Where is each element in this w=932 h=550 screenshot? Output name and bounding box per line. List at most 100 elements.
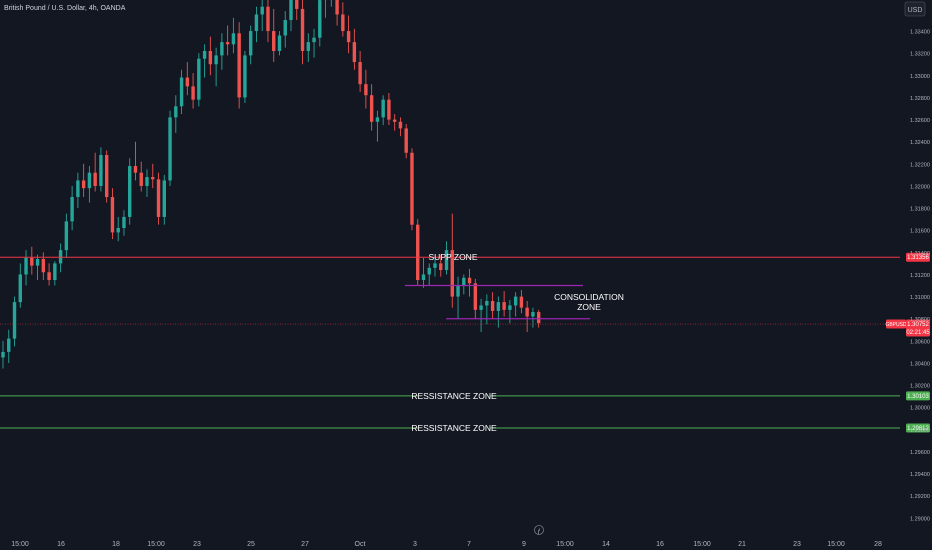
price-tick-label: 1.32600 — [910, 118, 930, 124]
candle — [502, 291, 506, 317]
time-tick-label: 21 — [738, 541, 746, 548]
candle-body — [525, 307, 529, 317]
candle-body — [81, 180, 86, 189]
candle-body — [35, 258, 40, 266]
time-tick-label: 15:00 — [693, 541, 711, 548]
candle — [421, 257, 426, 288]
candle — [427, 263, 431, 286]
consolidation-label-zone: ZONE — [577, 302, 601, 312]
candle — [139, 161, 143, 192]
candle — [490, 292, 495, 319]
candle-body — [375, 117, 380, 122]
candle — [168, 110, 172, 186]
candle — [387, 93, 391, 126]
candle-body — [12, 302, 17, 339]
candle — [519, 289, 524, 314]
candle-body — [536, 312, 541, 324]
candle-body — [427, 267, 431, 275]
candle — [439, 254, 443, 277]
candle-body — [185, 77, 190, 87]
candle-body — [277, 35, 282, 51]
candle — [444, 241, 449, 275]
event-marker-icon[interactable] — [534, 525, 544, 535]
candle-body — [289, 0, 293, 20]
resistance-1-zone-label: RESSISTANCE ZONE — [411, 391, 497, 401]
candle — [525, 301, 529, 332]
candle-body — [260, 6, 264, 15]
candle — [156, 172, 161, 225]
candle-body — [398, 121, 403, 129]
price-tick-label: 1.31400 — [910, 251, 930, 257]
candle-body — [346, 31, 351, 43]
candle-body — [202, 50, 207, 59]
candle — [260, 0, 264, 32]
candle — [254, 6, 259, 43]
candle — [99, 147, 103, 192]
candle-body — [191, 86, 195, 100]
current-price-tag-text: 1.30752 — [907, 322, 929, 328]
candle-body — [490, 301, 495, 311]
candle-body — [104, 154, 109, 198]
candle-body — [387, 99, 391, 120]
candle-body — [519, 296, 524, 308]
candle — [208, 36, 213, 76]
time-tick-label: 16 — [656, 541, 664, 548]
time-tick-label: 23 — [793, 541, 801, 548]
price-tick-label: 1.31000 — [910, 295, 930, 301]
currency-button[interactable]: USD — [904, 1, 926, 17]
price-tick-label: 1.29800 — [910, 428, 930, 434]
candle-body — [300, 8, 305, 51]
candle — [133, 141, 138, 181]
candle-body — [496, 302, 501, 311]
candle — [306, 33, 310, 63]
candle — [398, 117, 403, 137]
resistance-2-price-tag-text: 1.29812 — [907, 426, 929, 432]
price-tick-label: 1.31200 — [910, 273, 930, 279]
support-price-tag — [906, 252, 930, 262]
price-tick-label: 1.30600 — [910, 339, 930, 345]
candle — [410, 148, 414, 231]
candle — [110, 188, 115, 240]
candle — [231, 17, 236, 54]
candle-body — [110, 197, 115, 233]
candle — [53, 261, 57, 286]
candle-body — [237, 33, 241, 98]
price-tick-label: 1.29200 — [910, 494, 930, 500]
candle-body — [392, 119, 397, 122]
candle — [243, 50, 247, 103]
currency-button-frame[interactable] — [904, 1, 926, 17]
candle — [128, 158, 132, 225]
candle-body — [318, 0, 322, 38]
candle-body — [128, 166, 132, 217]
candle-body — [1, 351, 5, 358]
candle-body — [133, 166, 138, 173]
candle-body — [421, 274, 426, 280]
candle — [35, 254, 40, 280]
resistance-1-label-bg — [418, 390, 490, 401]
price-tick-label: 1.32200 — [910, 162, 930, 168]
candle — [456, 276, 460, 319]
candle — [191, 73, 195, 109]
symbol-tag-text: GBPUSD — [885, 322, 907, 328]
candle-body — [122, 216, 126, 228]
candle-body — [168, 117, 172, 181]
resistance-1-price-tag-text: 1.30103 — [907, 394, 929, 400]
time-tick-label: 16 — [57, 541, 65, 548]
support-price-tag-text: 1.31356 — [907, 255, 929, 261]
candle-body — [513, 296, 518, 306]
price-axis[interactable]: 1.33400 1.33200 1.33000 1.32800 1.32600 1.324… — [910, 30, 930, 523]
time-axis[interactable]: 15:00 16 18 15:00 23 25 27 Oct 3 7 9 15:00 14 16 15:00… — [11, 525, 882, 549]
time-tick-label: 15:00 — [827, 541, 845, 548]
time-tick-label: 3 — [413, 541, 417, 548]
candle-body — [531, 312, 535, 317]
current-price-tag — [906, 319, 930, 337]
candle-body — [369, 95, 374, 122]
candle-body — [87, 172, 92, 189]
candle-body — [162, 180, 166, 217]
currency-button-label[interactable]: USD — [908, 7, 923, 14]
price-tick-label: 1.33200 — [910, 52, 930, 58]
candle-body — [479, 305, 483, 310]
candle — [87, 166, 92, 203]
